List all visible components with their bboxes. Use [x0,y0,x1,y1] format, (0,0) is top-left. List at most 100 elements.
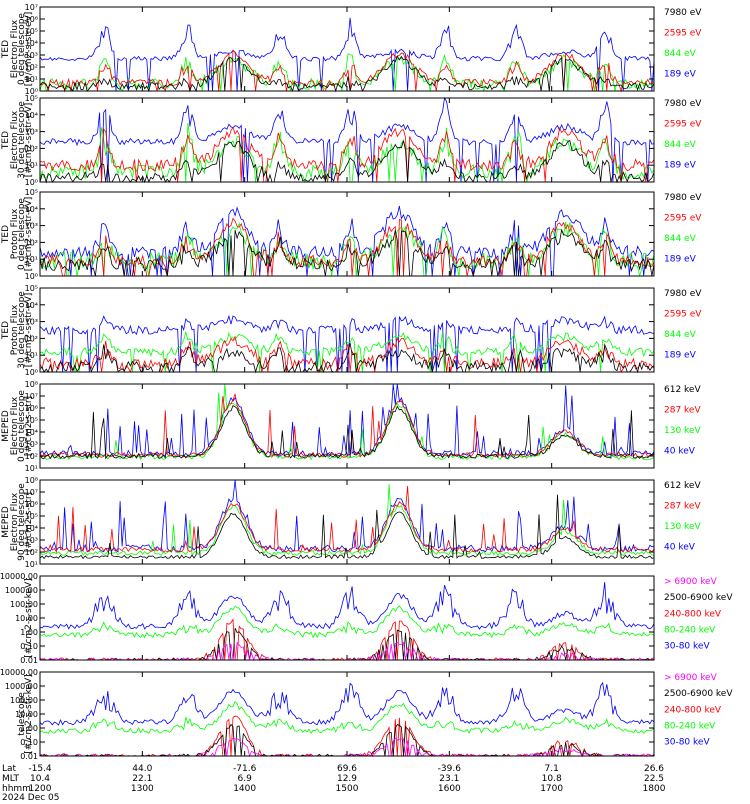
time-axis-tick-label: 44.0 [132,764,152,774]
time-axis-tick-label: 22.5 [644,774,664,784]
series-trace-1 [39,139,655,184]
y-axis-label: TED [1,40,11,59]
y-axis-label: [#/cm2-s-str] [24,492,34,552]
legend-entry: 40 keV [664,543,696,553]
y-axis-label: [#/cm2-s-str-eV] [24,293,34,368]
y-tick-label: 10⁵ [25,94,38,103]
series-trace-2 [40,217,655,277]
y-tick-label: 10⁴ [25,428,38,437]
y-tick-label: 10⁰ [25,272,38,281]
y-tick-label: 0.10 [20,642,38,651]
y-tick-label: 10⁰ [25,178,38,187]
legend-entry: 2595 eV [664,120,702,130]
y-tick-label: 1000.00 [5,586,38,595]
y-tick-label: 10⁵ [25,188,38,197]
legend-entry: 2595 eV [664,214,702,224]
y-axis-label: TED [1,131,11,150]
legend-entry: 612 keV [664,385,701,395]
time-axis-tick-label: -15.4 [28,764,52,774]
series-trace-2 [39,50,655,93]
panel-frame [39,287,655,373]
series-trace-1 [39,55,655,93]
legend-entry: 130 keV [664,426,701,436]
y-tick-label: 10³ [25,318,38,327]
time-axis-tick-label: 1600 [438,784,461,794]
y-axis-label: TED [1,321,11,340]
time-axis-row-label: hhmm [2,784,31,794]
y-tick-label: 10³ [25,536,38,545]
panel-1: 10⁰ 10¹ 10² 10³ 10⁴ 10⁵ 10⁶ 10⁷ TED Electron Flux… [1,3,702,96]
legend-entry: 844 eV [664,49,697,59]
series-trace-4 [39,479,655,553]
series-trace-2 [39,485,655,554]
legend-entry: 612 keV [664,481,701,491]
series-trace-3 [39,122,655,184]
y-tick-label: 10³ [25,128,38,137]
series-trace-2 [39,335,655,374]
y-tick-label: 10¹ [25,161,38,170]
legend-entry: 189 eV [664,70,697,80]
y-tick-label: 100.00 [10,696,38,705]
y-tick-label: 10⁴ [25,301,38,310]
legend-entry: 7980 eV [664,193,702,203]
y-axis-label: 30 deg telescope [17,101,27,179]
y-tick-label: 10000.00 [0,668,38,677]
y-tick-label: 10000.00 [0,572,38,581]
series-trace-4 [39,17,655,92]
legend-entry: > 6900 keV [664,577,718,587]
y-axis-label: [#/cm2-s-str-eV] [24,197,34,272]
panel-8: 0.01 0.10 1.00 10.00 100.00 1000.00 10000.00 te… [0,668,733,761]
series-trace-5 [39,681,655,726]
series-trace-3 [39,383,655,461]
y-tick-label: 10⁴ [25,524,38,533]
legend-entry: 287 keV [664,502,701,512]
y-axis-label: [#/cm2-s-str] [24,396,34,456]
y-tick-label: 10⁸ [25,476,38,485]
panel-frame [39,575,655,661]
legend-entry: 80-240 keV [664,722,716,732]
panel-frame [39,6,655,92]
legend-entry: > 6900 keV [664,673,718,683]
series-trace-2 [39,126,655,183]
y-tick-label: 10⁶ [25,15,38,24]
series-trace-4 [39,314,655,373]
y-axis-label: 0 deg telescope [17,390,27,462]
legend-entry: 130 keV [664,522,701,532]
time-axis-tick-label: 1400 [233,784,256,794]
y-axis-label: Electron Flux [10,19,20,78]
legend-entry: 189 eV [664,161,697,171]
y-axis-label: telescope [17,692,27,736]
y-axis-label: Electron Flux [10,110,20,169]
y-tick-label: 10⁵ [25,512,38,521]
y-tick-label: 0.01 [20,656,38,665]
y-tick-label: 10⁶ [25,500,38,509]
y-tick-label: 10⁶ [25,404,38,413]
y-tick-label: 10¹ [25,560,38,569]
y-tick-label: 0.01 [20,752,38,761]
y-axis-label: [#/cm2-s-str-keV] [24,578,34,657]
date-label: 2024 Dec 05 [2,793,60,800]
time-axis-tick-label: 23.1 [439,774,459,784]
time-axis-tick-label: 7.1 [545,764,559,774]
y-axis-label: 30 deg telescope [17,291,27,369]
legend-entry: 40 keV [664,447,696,457]
time-axis-tick-label: 10.4 [30,774,50,784]
time-axis-row-label: MLT [2,774,20,784]
y-tick-label: 10⁷ [25,392,38,401]
y-tick-label: 10⁷ [25,3,38,12]
series-trace-3 [39,484,655,557]
time-axis-tick-label: 69.6 [337,764,357,774]
legend-entry: 30-80 keV [664,642,710,652]
legend-entry: 7980 eV [664,99,702,109]
y-tick-label: 10⁵ [25,284,38,293]
legend-entry: 287 keV [664,406,701,416]
y-tick-label: 0.10 [20,738,38,747]
y-tick-label: 10² [25,63,38,72]
time-axis-tick-label: 1500 [336,784,359,794]
y-tick-label: 10³ [25,440,38,449]
panel-7: 0.01 0.10 1.00 10.00 100.00 1000.00 10000.00[#… [0,572,733,665]
y-tick-label: 10¹ [25,464,38,473]
y-tick-label: 1.00 [20,628,38,637]
legend-entry: 240-800 keV [664,609,722,619]
legend-entry: 7980 eV [664,289,702,299]
